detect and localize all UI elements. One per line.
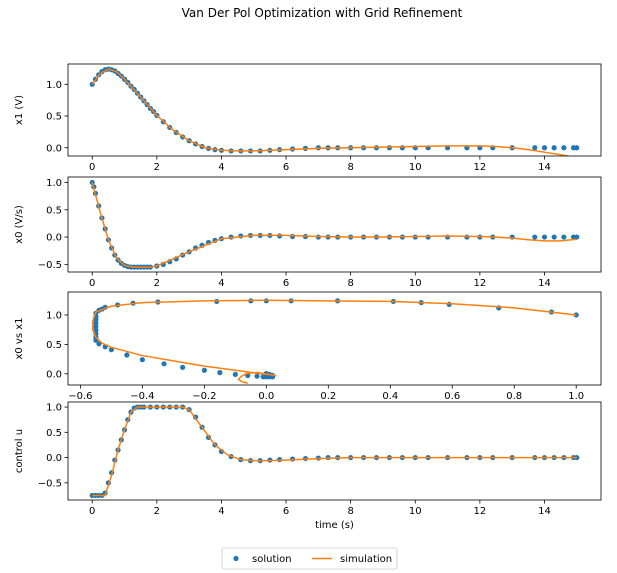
plot-area (89, 404, 580, 499)
x-tick-label: 0 (89, 506, 95, 517)
y-tick-label: 1.0 (46, 178, 62, 189)
x-tick-label: 0 (89, 278, 95, 289)
simulation-line (91, 182, 577, 268)
y-tick-label: −0.5 (38, 260, 62, 271)
x-tick-label: 8 (347, 162, 353, 173)
x-tick-label: 12 (473, 506, 486, 517)
x-tick-label: 8 (347, 506, 353, 517)
plot-area (89, 179, 580, 270)
simulation-line (92, 299, 577, 384)
solution-point (232, 371, 238, 378)
solution-point (574, 145, 580, 151)
x-tick-label: 4 (218, 506, 224, 517)
solution-point (561, 145, 567, 151)
y-axis-label: control u (14, 429, 25, 473)
y-tick-label: 0.5 (46, 428, 62, 439)
simulation-line (91, 68, 571, 156)
y-tick-label: 0.5 (46, 112, 62, 123)
y-axis-label: x0 vs x1 (14, 317, 25, 359)
x-tick-label: 0.6 (444, 391, 460, 402)
legend-label-simulation: simulation (340, 554, 392, 565)
solution-point (574, 234, 580, 240)
figure-title: Van Der Pol Optimization with Grid Refin… (182, 6, 463, 20)
x-tick-label: 1.0 (568, 391, 584, 402)
x-tick-label: 0.8 (506, 391, 522, 402)
solution-point (541, 234, 548, 240)
x-tick-label: 4 (218, 278, 224, 289)
x-tick-label: 0.4 (382, 391, 398, 402)
solution-point (551, 145, 557, 151)
legend-box (221, 547, 398, 570)
x-tick-label: 8 (347, 278, 353, 289)
axes-frame (67, 291, 602, 386)
x-tick-label: −0.2 (192, 391, 216, 402)
x-tick-label: 0.0 (258, 391, 274, 402)
x-tick-label: 10 (409, 278, 422, 289)
subplot-4: 0 2 4 6 8 10 12 14 −0.5 0.0 0.5 1.0 control u time (s… (14, 401, 602, 531)
x-tick-label: 14 (538, 506, 551, 517)
plot-area (92, 298, 579, 384)
subplot-3: −0.6 −0.4 −0.2 0.0 0.2 0.4 0.6 0.8 1.0 0.0 0.5 1.0 x… (14, 291, 602, 402)
y-tick-label: 1.0 (46, 310, 62, 321)
legend: solution simulation (221, 547, 398, 570)
y-axis-label: x1 (V) (14, 95, 25, 125)
axes-frame (67, 63, 602, 157)
y-tick-label: 0.0 (46, 369, 62, 380)
solution-point (532, 145, 538, 151)
y-tick-label: 0.0 (46, 453, 62, 464)
legend-marker-solution (233, 555, 239, 562)
x-tick-label: 6 (283, 506, 289, 517)
x-tick-label: −0.6 (68, 391, 92, 402)
x-tick-label: 6 (283, 162, 289, 173)
y-tick-label: −0.5 (38, 478, 62, 489)
x-tick-label: 12 (473, 278, 486, 289)
simulation-line (92, 406, 577, 497)
x-axis-label: time (s) (315, 520, 354, 531)
x-tick-label: 0 (89, 162, 95, 173)
solution-point (551, 234, 557, 240)
solution-point (541, 145, 548, 151)
solution-point (217, 370, 223, 376)
solution-point (180, 364, 186, 370)
solution-point (89, 179, 95, 186)
x-tick-label: 0.2 (320, 391, 336, 402)
solution-point (573, 312, 579, 318)
solution-point (399, 145, 405, 151)
y-tick-label: 0.5 (46, 340, 62, 351)
solution-point (201, 367, 207, 373)
axes-frame (67, 401, 602, 501)
y-tick-label: 1.0 (46, 403, 62, 414)
y-tick-label: 1.0 (46, 80, 62, 91)
solution-point (161, 361, 167, 367)
subplots: 0 2 4 6 8 10 12 14 0.0 0.5 1.0 x1 (V) 0 2 4 6 8 10 12 14 −0.… (14, 63, 602, 531)
solution-point (532, 234, 538, 240)
x-tick-label: 2 (154, 162, 160, 173)
y-axis-label: x0 (V/s) (14, 205, 25, 244)
axes-frame (67, 176, 602, 273)
x-tick-label: 2 (154, 278, 160, 289)
y-tick-label: 0.0 (46, 233, 62, 244)
x-tick-label: 4 (218, 162, 224, 173)
solution-point (254, 373, 260, 379)
y-tick-label: 0.0 (46, 143, 62, 154)
y-tick-label: 0.5 (46, 205, 62, 216)
solution-point (561, 234, 567, 240)
subplot-1: 0 2 4 6 8 10 12 14 0.0 0.5 1.0 x1 (V) (14, 63, 602, 173)
x-tick-label: 14 (538, 278, 551, 289)
x-tick-label: 12 (473, 162, 486, 173)
solution-point (124, 352, 130, 358)
legend-label-solution: solution (252, 554, 292, 565)
x-tick-label: 14 (538, 162, 551, 173)
plot-area (89, 66, 580, 156)
x-tick-label: 10 (409, 162, 422, 173)
subplot-2: 0 2 4 6 8 10 12 14 −0.5 0.0 0.5 1.0 x0 (V/s) (14, 176, 602, 289)
solution-point (289, 233, 296, 240)
x-tick-label: 10 (409, 506, 422, 517)
x-tick-label: 2 (154, 506, 160, 517)
x-tick-label: −0.4 (130, 391, 154, 402)
x-tick-label: 6 (283, 278, 289, 289)
solution-point (139, 357, 145, 363)
